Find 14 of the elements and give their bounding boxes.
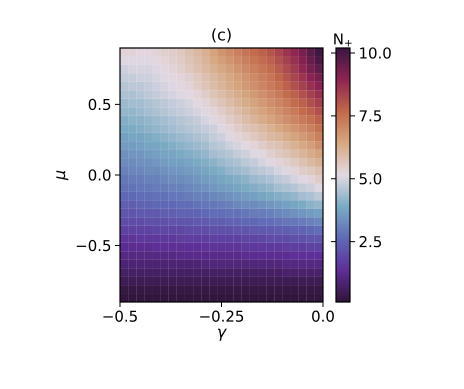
- x-tick-label: −0.5: [103, 310, 137, 322]
- color-bar-label: 7.5: [360, 110, 381, 122]
- color-bar-title: N$_{+}$: [334, 33, 352, 46]
- x-tick-label: 0.0: [312, 310, 334, 322]
- color-bar-label: 5.0: [360, 173, 382, 184]
- y-tick-label: −0.5: [76, 240, 110, 252]
- color-bar-label: 10.0: [360, 47, 391, 59]
- y-tick-label: 0.0: [88, 169, 110, 181]
- x-tick-label: −0.25: [200, 310, 244, 322]
- y-axis-title: μ: [56, 170, 68, 180]
- y-tick-label: 0.5: [88, 98, 110, 110]
- chart-title: (c): [212, 28, 231, 42]
- color-bar-label: 2.5: [360, 236, 381, 248]
- x-axis-title: γ: [218, 328, 227, 341]
